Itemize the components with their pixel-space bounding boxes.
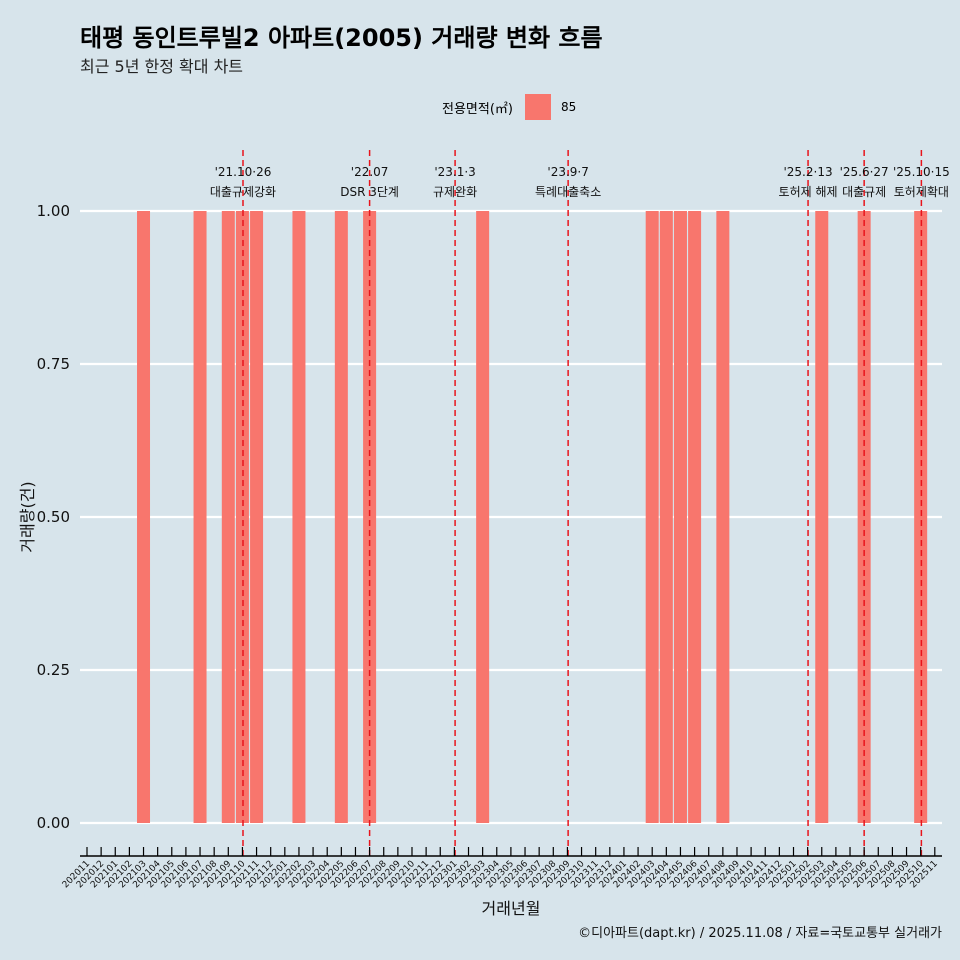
event-date: '23.1·3 bbox=[434, 165, 475, 179]
bar bbox=[659, 211, 673, 823]
event-label: 대출규제강화 bbox=[210, 185, 276, 199]
bar bbox=[645, 211, 659, 823]
y-tick-label: 1.00 bbox=[37, 202, 70, 220]
bar bbox=[673, 211, 687, 823]
y-tick-label: 0.75 bbox=[37, 355, 70, 373]
y-tick-label: 0.00 bbox=[37, 814, 70, 832]
legend-label: 85 bbox=[560, 100, 577, 114]
event-label: 토허제확대 bbox=[894, 185, 949, 199]
legend: 전용면적(㎡) 85 bbox=[442, 94, 576, 120]
bar bbox=[193, 211, 207, 823]
bar bbox=[914, 211, 928, 823]
bar bbox=[815, 211, 829, 823]
event-date: '21.10·26 bbox=[215, 165, 272, 179]
event-label: 대출규제 bbox=[842, 185, 886, 199]
event-date: '25.6·27 bbox=[840, 165, 889, 179]
event-date: '25.2·13 bbox=[783, 165, 832, 179]
bar bbox=[857, 211, 871, 823]
y-tick-label: 0.25 bbox=[37, 661, 70, 679]
bar bbox=[363, 211, 377, 823]
y-tick-label: 0.50 bbox=[37, 508, 70, 526]
legend-title: 전용면적(㎡) bbox=[442, 101, 513, 117]
event-date: '25.10·15 bbox=[893, 165, 950, 179]
x-axis-title: 거래년월 bbox=[482, 899, 541, 918]
bar bbox=[235, 211, 249, 823]
bar bbox=[250, 211, 264, 823]
event-date: '23.9·7 bbox=[547, 165, 588, 179]
bar bbox=[292, 211, 306, 823]
bar bbox=[334, 211, 348, 823]
chart-title: 태평 동인트루빌2 아파트(2005) 거래량 변화 흐름 bbox=[80, 24, 603, 52]
chart-subtitle: 최근 5년 한정 확대 차트 bbox=[80, 57, 244, 76]
bar bbox=[688, 211, 702, 823]
bar bbox=[221, 211, 235, 823]
event-label: 특례대출축소 bbox=[535, 185, 601, 199]
bar bbox=[716, 211, 730, 823]
event-label: DSR 3단계 bbox=[340, 185, 399, 199]
bar bbox=[137, 211, 151, 823]
legend-key bbox=[524, 94, 551, 120]
event-label: 규제완화 bbox=[433, 185, 477, 199]
caption: ©디아파트(dapt.kr) / 2025.11.08 / 자료=국토교통부 실… bbox=[578, 926, 942, 941]
event-date: '22.07 bbox=[351, 165, 389, 179]
bar bbox=[476, 211, 490, 823]
y-axis-title: 거래량(건) bbox=[18, 481, 37, 552]
event-label: 토허제 해제 bbox=[779, 185, 838, 199]
